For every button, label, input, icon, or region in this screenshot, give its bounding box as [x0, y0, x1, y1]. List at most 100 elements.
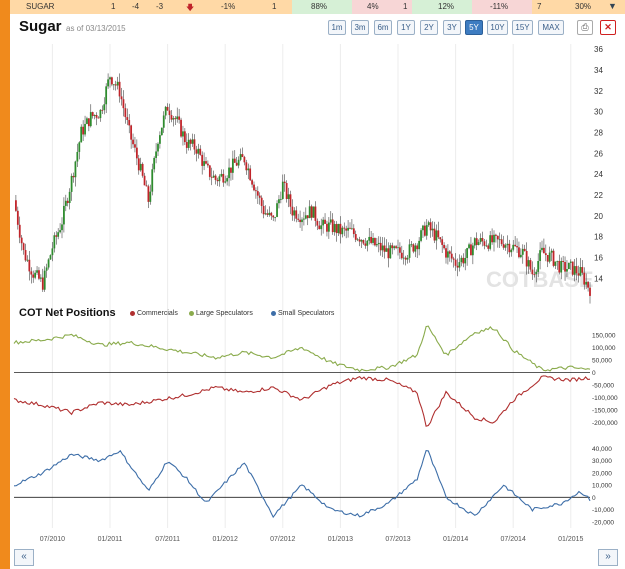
candle-body [435, 230, 438, 241]
close-icon[interactable]: ✕ [600, 20, 616, 35]
candle-body [301, 219, 303, 223]
ticker-value: 88% [311, 2, 328, 11]
candle-body [333, 224, 336, 233]
candle-body [216, 179, 219, 182]
dropdown-arrow-icon[interactable]: ▼ [608, 1, 617, 11]
candle-body [575, 266, 578, 274]
price-tick-label: 26 [594, 149, 603, 158]
ticker-cell-green-2 [412, 0, 472, 14]
candle-body [389, 245, 392, 259]
candle-body [164, 106, 167, 116]
candle-body [201, 154, 204, 166]
candle-body [525, 250, 528, 267]
x-tick-label: 01/2013 [328, 536, 353, 543]
candle-body [539, 250, 541, 261]
candle-body [496, 235, 499, 240]
cot-net-y-axis: 150,000 100,000 50,000 0 -50,000 -100,000 -150… [592, 333, 618, 428]
candle-body [341, 227, 344, 235]
range-button-1m[interactable]: 1m [328, 20, 346, 35]
candle-body [345, 228, 348, 231]
nav-prev-button[interactable]: « [14, 549, 34, 566]
ticker-value: -1% [221, 2, 236, 11]
candle-body [57, 232, 60, 237]
ticker-row[interactable]: SUGAR 1 -4 -3 🡇 -1% 1 88% 4% 1 12% -11% … [10, 0, 625, 14]
range-button-10y[interactable]: 10Y [487, 20, 508, 35]
range-button-5y[interactable]: 5Y [465, 20, 483, 35]
y-tick-label: 150,000 [592, 333, 616, 340]
range-button-3m[interactable]: 3m [351, 20, 369, 35]
candle-body [479, 238, 482, 243]
range-button-1y[interactable]: 1Y [397, 20, 415, 35]
candle-body [489, 235, 492, 249]
range-button-3y[interactable]: 3Y [443, 20, 461, 35]
candle-body [508, 243, 511, 253]
range-button-max[interactable]: MAX [538, 20, 564, 35]
candle-body [38, 270, 40, 279]
x-tick-label: 07/2010 [40, 536, 65, 543]
candle-body [160, 127, 163, 136]
legend-dot-icon [271, 310, 276, 316]
candle-body [199, 148, 202, 155]
candle-body [326, 223, 328, 232]
candle-body [16, 210, 19, 225]
candle-body [220, 173, 223, 177]
candle-body [349, 227, 351, 229]
candle-body [495, 234, 497, 236]
price-tick-label: 14 [594, 274, 603, 283]
candle-body [533, 274, 536, 276]
candle-body [546, 255, 549, 262]
candle-body [519, 254, 522, 258]
y-tick-label: -10,000 [592, 507, 614, 514]
candle-body [147, 186, 150, 202]
candle-body [531, 269, 534, 275]
candle-body [475, 238, 478, 245]
print-icon[interactable]: ⎙ [577, 20, 593, 35]
candle-body [228, 167, 230, 179]
candle-body [360, 240, 363, 242]
candle-body [28, 259, 31, 272]
candle-body [287, 194, 290, 199]
candle-body [80, 126, 83, 143]
vertical-gridlines [51, 44, 572, 528]
range-button-6m[interactable]: 6m [374, 20, 392, 35]
candle-body [95, 115, 98, 118]
candle-body [189, 139, 192, 144]
candle-body [39, 277, 42, 279]
candle-body [447, 251, 449, 258]
candle-body [87, 118, 90, 127]
candle-body [134, 144, 136, 148]
candle-body [212, 175, 215, 178]
range-button-2y[interactable]: 2Y [420, 20, 438, 35]
candle-body [84, 123, 86, 135]
candle-body [107, 79, 109, 87]
candle-body [249, 168, 252, 181]
candle-body [268, 212, 271, 215]
candle-body [279, 198, 282, 200]
candle-body [218, 176, 221, 182]
left-accent-bar [0, 0, 10, 569]
candle-body [63, 205, 65, 225]
candle-body [314, 206, 317, 221]
candle-body [235, 162, 238, 166]
candle-body [554, 261, 557, 266]
candle-body [368, 236, 371, 241]
price-tick-label: 20 [594, 212, 603, 221]
candle-body [15, 200, 17, 211]
candle-body [157, 143, 159, 152]
candle-body [366, 240, 369, 246]
candle-body [456, 265, 459, 268]
candle-body [49, 255, 52, 260]
candle-body [381, 245, 384, 251]
y-tick-label: 40,000 [592, 446, 612, 453]
candle-body [247, 168, 250, 171]
nav-next-button[interactable]: » [598, 549, 618, 566]
ticker-value: -11% [490, 2, 509, 11]
candle-body [347, 227, 349, 231]
price-tick-label: 16 [594, 254, 603, 263]
legend-large-speculators: Large Speculators [189, 310, 253, 317]
candle-body [208, 165, 211, 177]
candle-body [579, 267, 582, 276]
candle-body [195, 149, 198, 154]
ticker-value: 30% [575, 2, 592, 11]
range-button-15y[interactable]: 15Y [512, 20, 533, 35]
